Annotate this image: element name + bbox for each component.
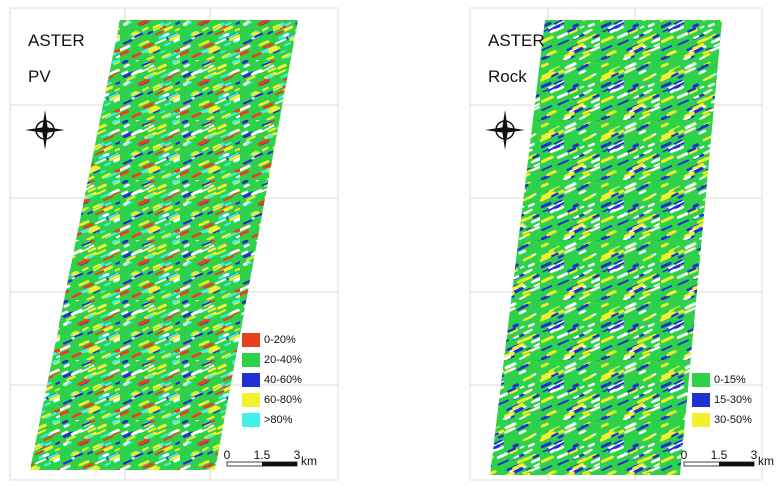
legend-swatch: [692, 413, 710, 427]
legend-label: 60-80%: [264, 394, 302, 406]
legend-swatch: [242, 333, 260, 347]
legend-label: 30-50%: [714, 414, 752, 426]
north-arrow: [25, 127, 65, 133]
sensor-label: ASTER: [488, 31, 545, 50]
legend-swatch: [242, 413, 260, 427]
north-arrow: [485, 127, 525, 133]
scale-tick-label: 3: [751, 448, 758, 462]
image-swath: [30, 20, 298, 470]
scale-tick-label: 1.5: [711, 448, 728, 462]
legend-swatch: [692, 373, 710, 387]
map-frame: [9, 7, 339, 481]
legend-label: >80%: [264, 414, 293, 426]
legend-swatch: [242, 353, 260, 367]
sensor-label: ASTER: [28, 31, 85, 50]
scale-tick-label: 1.5: [254, 448, 271, 462]
legend-label: 40-60%: [264, 374, 302, 386]
legend-swatch: [242, 393, 260, 407]
map-panel: ASTER PV 0-20% 20-40% 40-60% 60-80% >80% 0 1.5 3 k…: [9, 7, 339, 481]
scale-bar: [719, 462, 754, 466]
legend-label: 15-30%: [714, 394, 752, 406]
scale-unit: km: [758, 454, 774, 468]
map-panel: ASTER Rock 0-15% 15-30% 30-50% 0 1.5 3 km: [469, 7, 774, 481]
legend-swatch: [692, 393, 710, 407]
legend-label: 20-40%: [264, 354, 302, 366]
scale-tick-label: 3: [294, 448, 301, 462]
scale-tick-label: 0: [224, 448, 231, 462]
legend-swatch: [242, 373, 260, 387]
variable-label: Rock: [488, 67, 527, 86]
scale-bar: [262, 462, 297, 466]
legend-label: 0-15%: [714, 374, 746, 386]
legend-label: 0-20%: [264, 334, 296, 346]
image-swath: [490, 20, 722, 475]
scale-tick-label: 0: [681, 448, 688, 462]
map-frame: [469, 7, 763, 481]
scale-unit: km: [301, 454, 317, 468]
variable-label: PV: [28, 67, 51, 86]
